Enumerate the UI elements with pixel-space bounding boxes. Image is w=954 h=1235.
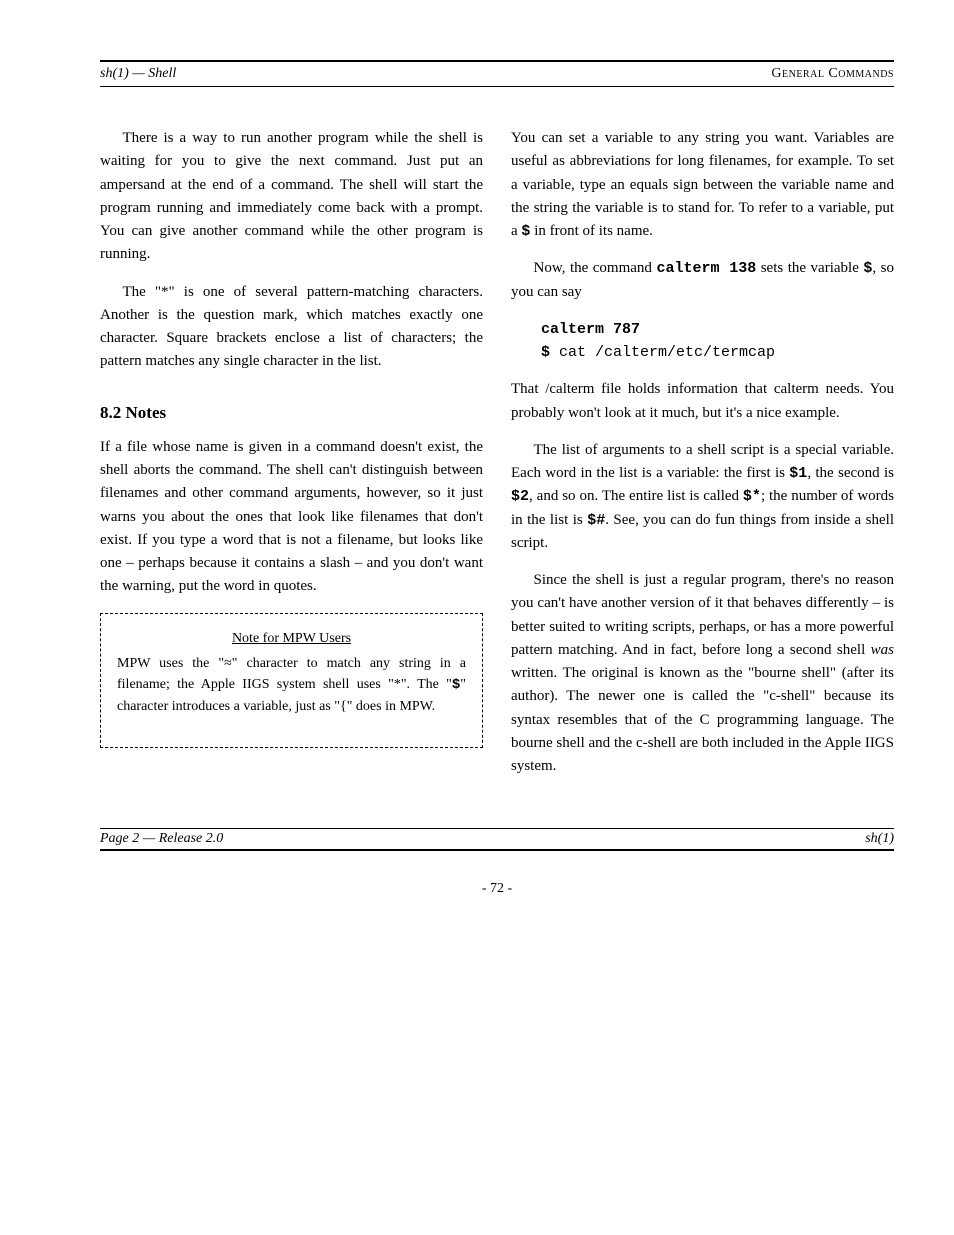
header-bar: sh(1) — Shell General Commands	[100, 60, 894, 87]
page-container: sh(1) — Shell General Commands There is …	[0, 0, 954, 937]
note-heading: Note for MPW Users	[117, 628, 466, 650]
left-column: There is a way to run another program wh…	[100, 127, 483, 792]
para-calterm-file: That /calterm file holds information tha…	[511, 378, 894, 425]
footer-bar: Page 2 — Release 2.0 sh(1)	[100, 828, 894, 851]
right-column: You can set a variable to any string you…	[511, 127, 894, 792]
p4b: , the second is	[807, 465, 894, 481]
var-1: $1	[789, 465, 807, 482]
para-variables: You can set a variable to any string you…	[511, 127, 894, 243]
p2b: sets the variable	[756, 260, 863, 276]
content-columns: There is a way to run another program wh…	[100, 127, 894, 792]
para-patterns: The "*" is one of several pattern-matchi…	[100, 281, 483, 374]
para-filename-abort: If a file whose name is given in a comma…	[100, 436, 483, 599]
note-heading-text: Note for MPW Users	[232, 631, 351, 646]
header-desc: — Shell	[129, 66, 176, 81]
para-args: The list of arguments to a shell script …	[511, 439, 894, 555]
para-shells: Since the shell is just a regular progra…	[511, 569, 894, 778]
emphasis-was: was	[871, 642, 894, 658]
header-left: sh(1) — Shell	[100, 66, 176, 82]
header-command: sh(1)	[100, 66, 129, 81]
footer-left: Page 2 — Release 2.0	[100, 831, 223, 847]
note-box-mpw: Note for MPW Users MPW uses the "≈" char…	[100, 613, 483, 749]
cmd-cat: cat /calterm/etc/termcap	[550, 344, 775, 361]
note-body-a: MPW uses the "≈" character to match any …	[117, 656, 466, 692]
p2a: Now, the command	[534, 260, 657, 276]
para-ampersand: There is a way to run another program wh…	[100, 127, 483, 267]
header-right: General Commands	[771, 66, 894, 82]
dollar-prompt: $	[541, 344, 550, 361]
footer-page: Page 2	[100, 831, 139, 846]
footer-right: sh(1)	[865, 831, 894, 847]
page-number: - 72 -	[100, 881, 894, 897]
var-hash: $#	[587, 512, 605, 529]
cmd-calterm-138: calterm 138	[656, 260, 756, 277]
footer-release: — Release 2.0	[139, 831, 223, 846]
p4c: , and so on. The entire list is called	[529, 488, 743, 504]
cmd-calterm-787: calterm 787	[541, 321, 640, 338]
var-star: $*	[743, 488, 761, 505]
note-body: MPW uses the "≈" character to match any …	[117, 653, 466, 717]
var-2: $2	[511, 488, 529, 505]
p5a: Since the shell is just a regular progra…	[511, 572, 894, 658]
para-calterm: Now, the command calterm 138 sets the va…	[511, 257, 894, 304]
section-notes-title: 8.2 Notes	[100, 400, 483, 426]
p1b: in front of its name.	[530, 223, 652, 239]
p5b: written. The original is known as the "b…	[511, 665, 894, 774]
code-block: calterm 787 $ cat /calterm/etc/termcap	[541, 318, 894, 365]
